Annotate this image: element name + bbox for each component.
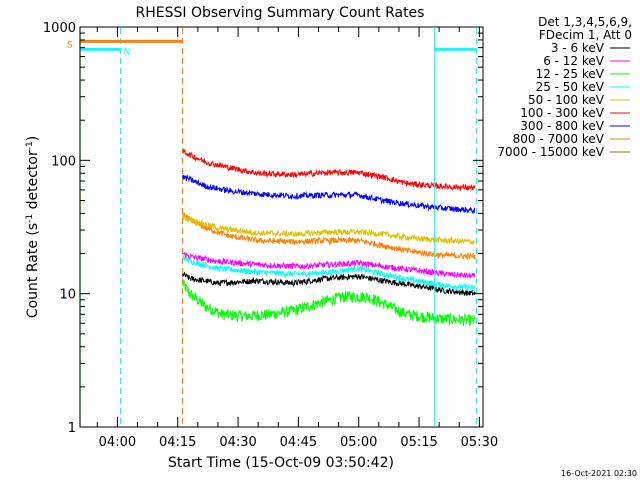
axis-layer: 1 10 100 1000 04:00 04:15 04:30 04:45 05:00 05:15… [43,21,498,450]
legend-entry-label: 50 - 100 keV [528,93,605,107]
x-tick-label: 05:15 [400,435,437,450]
series-line [182,147,476,192]
chart-title: RHESSI Observing Summary Count Rates [136,5,425,21]
y-tick-label: 1000 [43,21,76,36]
x-axis-label: Start Time (15-Oct-09 03:50:42) [168,455,394,471]
y-axis-label-sup2: -1 [25,141,35,150]
series-line [182,174,476,214]
x-tick-label: 04:30 [219,435,256,450]
flag-label: N [124,47,131,57]
series-line [182,254,476,292]
legend: Det 1,3,4,5,6,9, FDecim 1, Att 0 3 - 6 k… [497,15,632,159]
y-axis-label-mid: detector [25,150,41,214]
x-tick-label: 05:30 [461,435,498,450]
legend-entry-label: 25 - 50 keV [536,80,605,94]
marker-layer: SN [67,28,478,426]
legend-entry-label: 6 - 12 keV [543,54,605,68]
y-axis-label: Count Rate (s-1 detector-1) [25,136,41,318]
footer-timestamp: 16-Oct-2021 02:30 [561,469,637,478]
legend-header-line: Det 1,3,4,5,6,9, [538,15,632,29]
legend-entry-label: 100 - 300 keV [520,106,604,120]
y-axis-label-end: ) [25,136,41,141]
legend-header-line: FDecim 1, Att 0 [539,28,632,42]
y-axis-label-main: Count Rate (s [25,223,41,318]
legend-entry-label: 12 - 25 keV [536,67,605,81]
flag-label: S [67,40,73,50]
legend-entry-label: 3 - 6 keV [551,41,605,55]
x-tick-label: 04:15 [159,435,196,450]
x-tick-label: 05:00 [340,435,377,450]
series-line [182,214,476,245]
series-line [182,210,476,261]
series-line [182,279,476,327]
legend-entry-label: 300 - 800 keV [520,119,604,133]
y-tick-label: 100 [51,154,76,169]
legend-entry-label: 800 - 7000 keV [513,132,605,146]
y-axis-label-sup1: -1 [25,214,35,223]
y-tick-label: 10 [59,288,76,303]
x-tick-label: 04:00 [99,435,136,450]
y-tick-label: 1 [68,421,76,436]
series-line [182,251,476,279]
x-tick-label: 04:45 [280,435,317,450]
plot-frame [79,26,484,428]
series-layer [182,147,476,327]
legend-entry-label: 7000 - 15000 keV [497,145,604,159]
